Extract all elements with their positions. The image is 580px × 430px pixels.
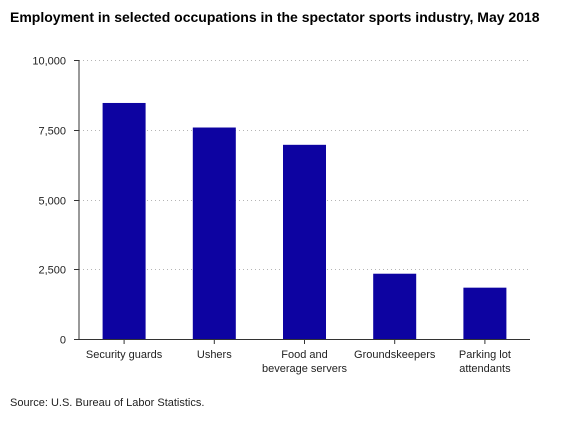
- x-category-label: Food and: [281, 349, 327, 361]
- bars: [102, 102, 507, 339]
- y-tick-label: 2,500: [38, 265, 66, 277]
- x-category-label: Parking lot: [459, 349, 511, 361]
- bar[interactable]: [373, 273, 417, 339]
- bar[interactable]: [283, 144, 326, 339]
- chart-title: Employment in selected occupations in th…: [10, 9, 540, 25]
- y-axis-ticks: 0 2,500 5,000 7,500 10,000: [32, 56, 79, 347]
- x-category-label: Ushers: [197, 349, 232, 361]
- y-tick-label: 7,500: [38, 126, 66, 138]
- bar[interactable]: [192, 127, 236, 339]
- x-category-label: Groundskeepers: [354, 349, 436, 361]
- y-tick-label: 5,000: [38, 196, 66, 208]
- x-category-label: Security guards: [86, 349, 163, 361]
- y-tick-label: 0: [60, 335, 66, 347]
- x-category-label: beverage servers: [262, 363, 347, 375]
- source-note: Source: U.S. Bureau of Labor Statistics.: [10, 397, 205, 409]
- x-axis-labels: Security guards Ushers Food and beverage se…: [86, 339, 511, 375]
- bar[interactable]: [463, 287, 507, 339]
- bar[interactable]: [102, 102, 146, 339]
- y-tick-label: 10,000: [32, 56, 66, 68]
- x-category-label: attendants: [459, 363, 511, 375]
